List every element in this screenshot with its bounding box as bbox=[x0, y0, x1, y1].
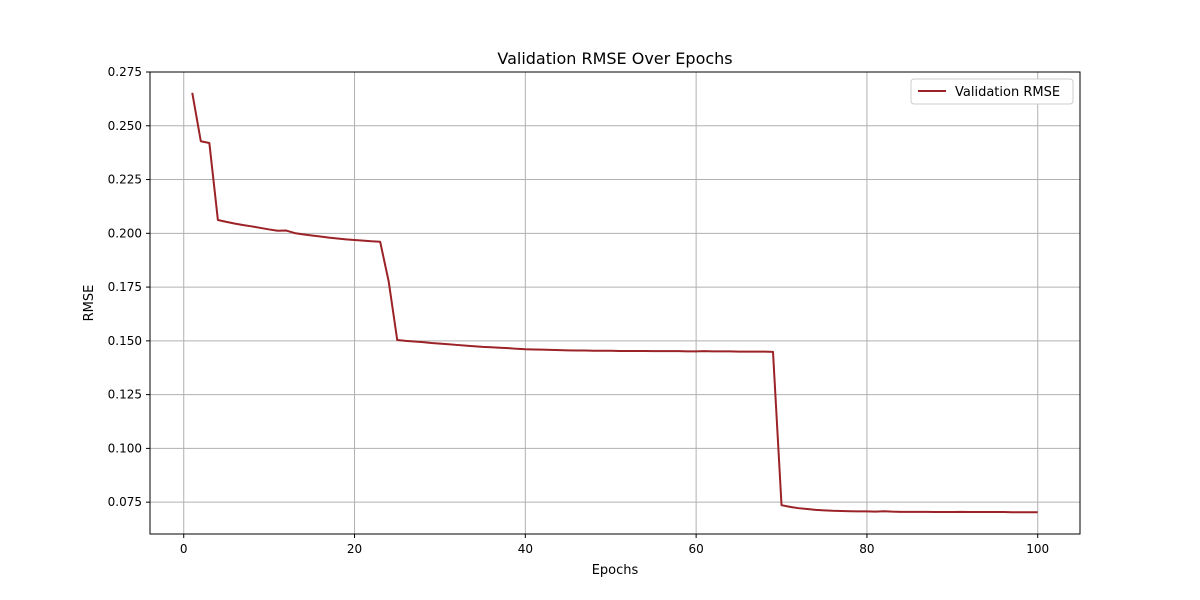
y-tick-label: 0.250 bbox=[108, 119, 142, 133]
y-tick-label: 0.100 bbox=[108, 441, 142, 455]
legend-label: Validation RMSE bbox=[955, 85, 1060, 100]
grid-lines bbox=[150, 71, 1080, 534]
x-tick-label: 20 bbox=[347, 542, 362, 556]
legend: Validation RMSE bbox=[910, 78, 1074, 105]
x-tick-label: 0 bbox=[180, 542, 188, 556]
x-axis-label: Epochs bbox=[592, 563, 639, 578]
y-tick-label: 0.150 bbox=[108, 334, 142, 348]
y-tick-label: 0.225 bbox=[108, 173, 142, 187]
y-axis: 0.075 0.100 0.125 0.150 0.175 0.200 0.225 0.250… bbox=[108, 65, 150, 509]
y-tick-label: 0.200 bbox=[108, 226, 142, 240]
x-tick-label: 40 bbox=[518, 542, 533, 556]
plot-frame bbox=[149, 71, 1081, 535]
y-tick-label: 0.175 bbox=[108, 280, 142, 294]
y-axis-label: RMSE bbox=[82, 285, 97, 322]
x-tick-label: 80 bbox=[859, 542, 874, 556]
series-line bbox=[191, 92, 1038, 514]
legend-box bbox=[910, 78, 1074, 105]
y-tick-label: 0.075 bbox=[108, 495, 142, 509]
x-axis: 0 20 40 60 80 100 bbox=[180, 534, 1049, 556]
chart-title: Validation RMSE Over Epochs bbox=[497, 49, 732, 68]
x-tick-label: 100 bbox=[1026, 542, 1049, 556]
series-group bbox=[191, 92, 1038, 514]
x-tick-label: 60 bbox=[688, 542, 703, 556]
y-tick-label: 0.125 bbox=[108, 388, 142, 402]
y-tick-label: 0.275 bbox=[108, 65, 142, 79]
